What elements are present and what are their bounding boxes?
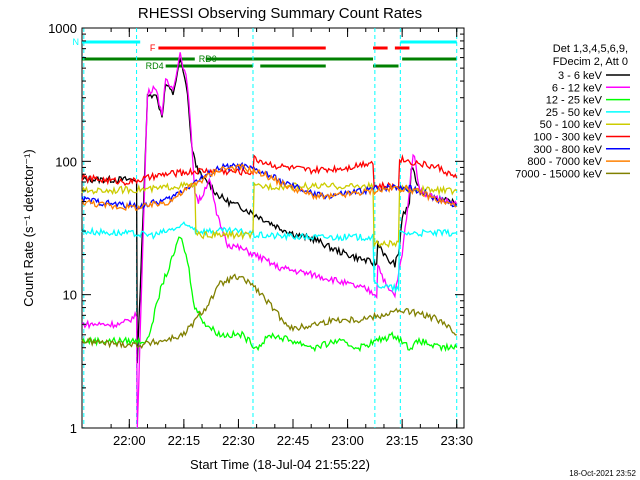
y-axis-label: Count Rate (s⁻¹ detector⁻¹) (21, 149, 36, 307)
y-tick-label: 1000 (48, 21, 77, 36)
legend-label: 7000 - 15000 keV (515, 168, 603, 180)
x-axis-ticks: 22:00 22:15 22:30 22:45 23:00 23:15 23:30 (110, 28, 473, 448)
legend-label: 800 - 7000 keV (527, 156, 602, 168)
series-lines (81, 52, 458, 429)
legend-label: 25 - 50 keV (546, 107, 603, 119)
series-line-2 (81, 52, 458, 429)
series-line-9 (81, 273, 457, 350)
y-tick-label: 10 (63, 288, 77, 303)
night-flag-label: N (73, 37, 80, 47)
x-tick-label: 22:30 (222, 433, 255, 448)
y-axis-ticks: 1 10 100 1000 (48, 21, 464, 436)
legend-label: 3 - 6 keV (558, 70, 603, 82)
legend-label: 6 - 12 keV (552, 82, 603, 94)
x-tick-label: 23:30 (440, 433, 473, 448)
attenuator-flag-label: F (150, 43, 156, 53)
legend-title-line-1: Det 1,3,4,5,6,9, (553, 43, 628, 55)
legend-label: 12 - 25 keV (546, 95, 603, 107)
legend-label: 50 - 100 keV (540, 119, 603, 131)
status-flag-bars: NFRD0RD4 (73, 37, 457, 71)
legend-title-line-2: FDecim 2, Att 0 (553, 56, 628, 68)
decimation-flag-label: RD4 (146, 61, 164, 71)
x-tick-label: 22:00 (113, 433, 146, 448)
series-line-8 (81, 163, 457, 211)
series-line-5 (81, 181, 458, 249)
y-tick-label: 1 (70, 421, 77, 436)
series-line-4 (81, 221, 457, 294)
x-tick-label: 22:45 (277, 433, 310, 448)
footer-timestamp: 18-Oct-2021 23:52 (569, 469, 636, 478)
legend-label: 300 - 800 keV (534, 144, 603, 156)
chart-title: RHESSI Observing Summary Count Rates (138, 5, 422, 22)
y-tick-label: 100 (55, 154, 77, 169)
x-axis-label: Start Time (18-Jul-04 21:55:22) (190, 457, 370, 472)
x-tick-label: 23:00 (331, 433, 364, 448)
legend-label: 100 - 300 keV (534, 132, 603, 144)
x-tick-label: 22:15 (168, 433, 201, 448)
plot-frame (81, 27, 465, 429)
x-tick-label: 23:15 (386, 433, 419, 448)
series-line-7 (81, 161, 457, 211)
